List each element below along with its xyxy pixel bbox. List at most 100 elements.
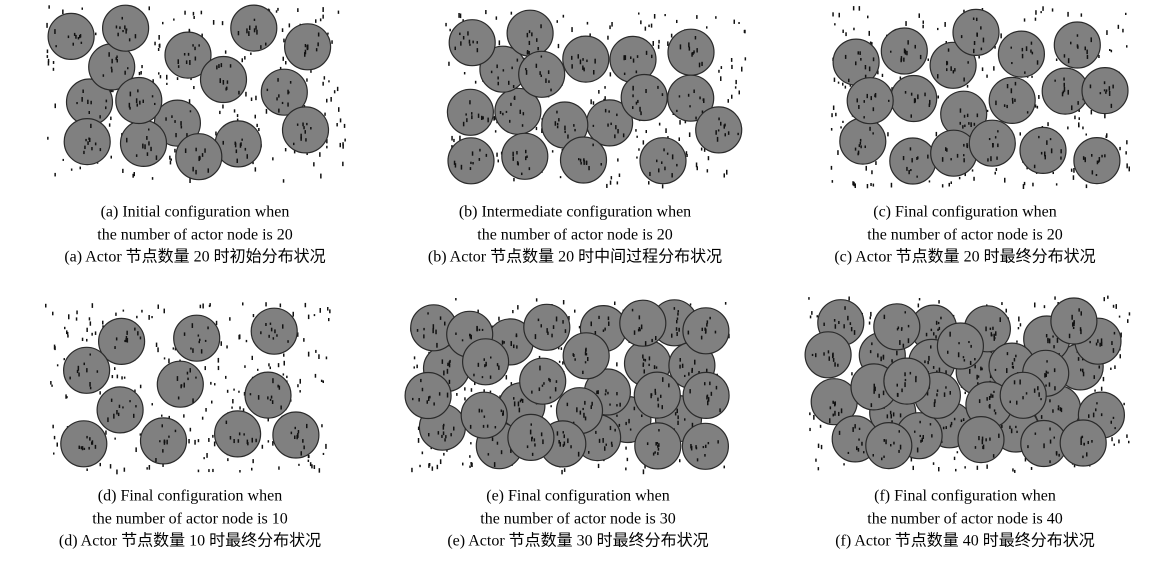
speck xyxy=(174,120,176,123)
speck xyxy=(901,388,903,393)
speck xyxy=(925,332,928,337)
speck xyxy=(540,55,543,58)
speck xyxy=(317,42,319,47)
speck xyxy=(1012,100,1014,104)
speck xyxy=(166,82,168,85)
speck xyxy=(944,22,946,27)
speck xyxy=(62,9,64,15)
speck xyxy=(187,377,189,381)
speck xyxy=(320,379,323,383)
speck xyxy=(1048,338,1051,344)
speck xyxy=(1006,104,1008,109)
caption-en: the number of actor node is 20 xyxy=(97,227,293,244)
caption-en: (a) Initial configuration when xyxy=(101,204,290,221)
speck xyxy=(304,44,307,48)
speck xyxy=(582,407,584,411)
speck xyxy=(102,74,105,77)
speck xyxy=(1067,89,1069,95)
speck xyxy=(849,322,852,326)
speck xyxy=(933,402,936,407)
speck xyxy=(256,29,258,35)
speck xyxy=(994,171,996,175)
actor-node xyxy=(260,68,308,116)
speck xyxy=(980,26,982,30)
speck xyxy=(459,135,461,141)
actor-node xyxy=(446,88,494,136)
speck xyxy=(855,61,857,66)
speck xyxy=(1055,58,1058,61)
speck xyxy=(631,308,634,312)
speck xyxy=(872,454,874,457)
speck xyxy=(455,298,457,301)
speck xyxy=(838,411,840,416)
speck xyxy=(809,412,811,416)
caption-en: (e) Final configuration when xyxy=(486,488,670,505)
speck xyxy=(289,81,292,84)
speck xyxy=(219,110,221,115)
speck xyxy=(306,423,308,429)
speck xyxy=(648,181,650,185)
speck xyxy=(706,394,709,398)
speck xyxy=(1110,367,1112,370)
speck xyxy=(236,158,238,164)
speck xyxy=(981,67,984,72)
speck xyxy=(272,337,275,340)
speck xyxy=(105,106,107,110)
speck xyxy=(676,320,678,324)
speck xyxy=(322,14,324,19)
speck xyxy=(698,371,700,374)
speck xyxy=(1038,135,1040,139)
speck xyxy=(1103,297,1105,302)
speck xyxy=(837,363,839,367)
speck xyxy=(327,32,329,35)
speck xyxy=(236,118,239,122)
speck xyxy=(696,15,698,19)
speck xyxy=(105,99,108,103)
speck xyxy=(443,370,445,376)
speck xyxy=(863,451,865,454)
speck xyxy=(254,114,256,119)
speck xyxy=(428,396,430,401)
speck xyxy=(546,328,548,333)
speck xyxy=(124,70,126,75)
speck xyxy=(658,39,660,44)
speck xyxy=(902,343,905,348)
speck xyxy=(428,463,430,468)
speck xyxy=(594,331,597,336)
speck xyxy=(207,326,209,330)
speck xyxy=(719,408,721,413)
speck xyxy=(691,422,694,428)
speck xyxy=(46,55,49,58)
speck xyxy=(121,16,123,20)
speck xyxy=(1053,436,1055,439)
speck xyxy=(1118,439,1120,444)
speck xyxy=(1126,45,1128,48)
speck xyxy=(584,400,586,405)
speck xyxy=(521,398,524,403)
speck xyxy=(45,303,47,308)
speck xyxy=(176,376,179,381)
speck xyxy=(843,324,845,329)
speck xyxy=(1098,54,1100,59)
speck xyxy=(136,315,138,319)
speck xyxy=(1033,388,1036,393)
speck xyxy=(450,433,452,437)
speck xyxy=(122,406,124,409)
speck xyxy=(86,468,88,471)
speck xyxy=(83,150,85,155)
speck xyxy=(1128,312,1131,316)
speck xyxy=(604,393,607,396)
speck xyxy=(468,39,471,44)
speck xyxy=(135,405,137,408)
speck xyxy=(904,49,907,55)
speck xyxy=(163,308,165,314)
speck xyxy=(681,363,684,368)
speck xyxy=(233,109,236,113)
speck xyxy=(653,365,656,370)
speck xyxy=(900,328,903,331)
speck xyxy=(833,77,836,82)
speck xyxy=(95,32,97,36)
